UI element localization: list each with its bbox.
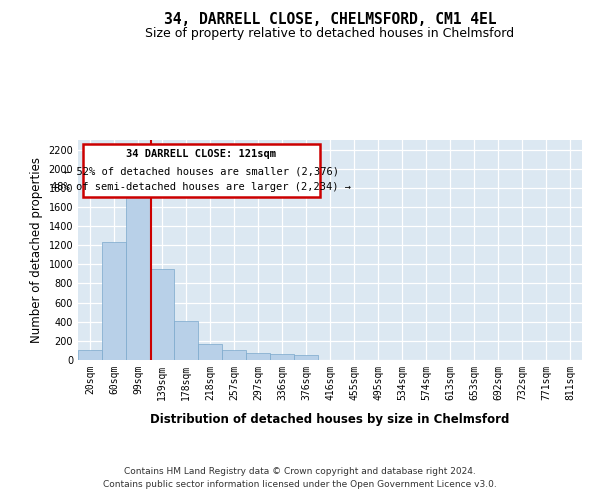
Text: 34 DARRELL CLOSE: 121sqm: 34 DARRELL CLOSE: 121sqm: [127, 149, 277, 159]
Bar: [127, 198, 149, 360]
FancyBboxPatch shape: [83, 144, 320, 197]
Text: 48% of semi-detached houses are larger (2,234) →: 48% of semi-detached houses are larger (…: [52, 182, 352, 192]
Bar: [247, 353, 269, 360]
Text: Size of property relative to detached houses in Chelmsford: Size of property relative to detached ho…: [145, 28, 515, 40]
Bar: [295, 355, 317, 360]
Text: Distribution of detached houses by size in Chelmsford: Distribution of detached houses by size …: [151, 412, 509, 426]
Bar: [223, 350, 245, 360]
Text: 34, DARRELL CLOSE, CHELMSFORD, CM1 4EL: 34, DARRELL CLOSE, CHELMSFORD, CM1 4EL: [164, 12, 496, 28]
Bar: [271, 354, 293, 360]
Y-axis label: Number of detached properties: Number of detached properties: [30, 157, 43, 343]
Text: Contains public sector information licensed under the Open Government Licence v3: Contains public sector information licen…: [103, 480, 497, 489]
Bar: [199, 344, 221, 360]
Bar: [79, 350, 101, 360]
Text: Contains HM Land Registry data © Crown copyright and database right 2024.: Contains HM Land Registry data © Crown c…: [124, 468, 476, 476]
Bar: [175, 321, 197, 360]
Bar: [151, 269, 173, 360]
Bar: [103, 242, 125, 360]
Text: ← 52% of detached houses are smaller (2,376): ← 52% of detached houses are smaller (2,…: [64, 166, 339, 176]
